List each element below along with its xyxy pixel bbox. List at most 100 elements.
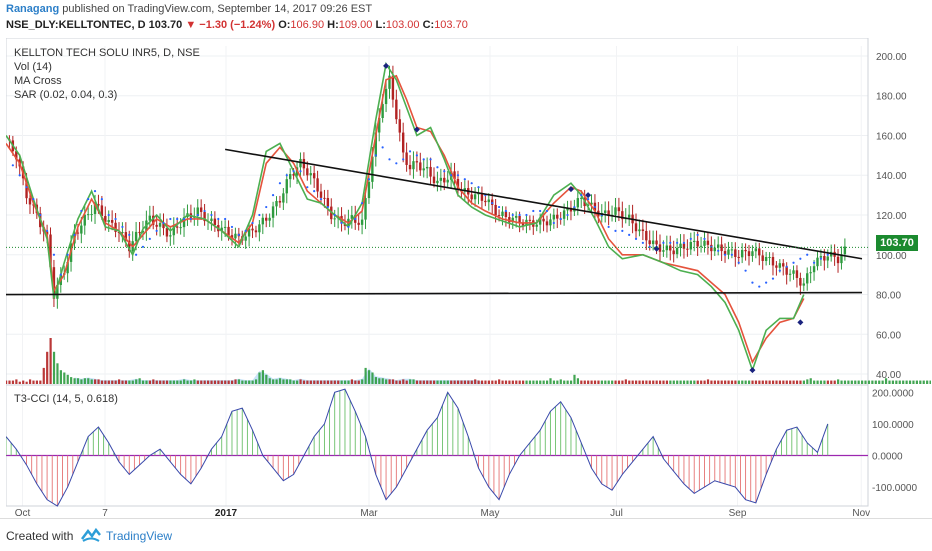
cross-marker bbox=[653, 245, 660, 252]
candle-body bbox=[169, 235, 172, 237]
candle-body bbox=[364, 198, 367, 220]
sar-dot bbox=[388, 158, 391, 161]
candle-body bbox=[535, 224, 538, 227]
candle-body bbox=[80, 225, 83, 234]
price-chart[interactable]: 200.00 180.00 160.00 140.00 120.00 100.00 80.0… bbox=[6, 38, 931, 518]
candle-body bbox=[124, 232, 128, 241]
volume-bar bbox=[275, 379, 278, 384]
candle-body bbox=[405, 152, 408, 165]
created-with-text: Created with bbox=[6, 529, 74, 543]
symbol-name: NSE_DLY:KELLTONTEC, D bbox=[6, 19, 146, 31]
volume-bar bbox=[682, 380, 686, 384]
volume-bar bbox=[840, 380, 843, 384]
volume-bar bbox=[813, 380, 816, 384]
candle-body bbox=[199, 207, 203, 212]
high-value: 109.00 bbox=[338, 19, 373, 31]
volume-bar bbox=[415, 380, 419, 384]
candle-body bbox=[669, 245, 672, 251]
candle-body bbox=[203, 211, 206, 222]
sar-dot bbox=[422, 158, 425, 161]
volume-bar bbox=[556, 380, 559, 384]
sar-dot bbox=[271, 194, 275, 197]
candle-body bbox=[90, 214, 93, 216]
candle-body bbox=[56, 285, 59, 299]
candle-body bbox=[398, 119, 401, 133]
volume-bar bbox=[617, 380, 621, 384]
sar-dot bbox=[532, 209, 535, 213]
candle-body bbox=[785, 266, 788, 275]
close-label: C: bbox=[422, 19, 435, 31]
legend-symbol: KELLTON TECH SOLU INR5, D, NSE bbox=[14, 47, 200, 59]
candle-body bbox=[268, 217, 271, 221]
volume-bar bbox=[265, 374, 268, 384]
volume-bar bbox=[843, 380, 847, 384]
volume-bar bbox=[114, 380, 117, 384]
tradingview-logo-icon[interactable] bbox=[80, 527, 102, 543]
x-tick-label: May bbox=[481, 508, 500, 518]
volume-bar bbox=[378, 378, 381, 384]
sar-dot bbox=[559, 217, 562, 221]
candle-body bbox=[545, 221, 549, 226]
candle-body bbox=[319, 191, 323, 198]
volume-bar bbox=[535, 380, 538, 384]
candle-body bbox=[384, 88, 388, 105]
volume-bar bbox=[272, 379, 275, 384]
candle-body bbox=[521, 223, 525, 226]
sar-dot bbox=[333, 213, 336, 217]
sar-dot bbox=[621, 229, 624, 233]
volume-bar bbox=[398, 380, 401, 384]
volume-bar bbox=[768, 380, 771, 384]
volume-bar bbox=[614, 380, 617, 384]
candle-body bbox=[788, 273, 792, 275]
candle-body bbox=[282, 193, 285, 203]
candle-body bbox=[360, 219, 364, 225]
sar-dot bbox=[545, 209, 549, 213]
candle-body bbox=[511, 217, 514, 223]
sar-dot bbox=[689, 237, 692, 240]
candle-body bbox=[306, 168, 309, 176]
sar-dot bbox=[354, 217, 357, 221]
candle-body bbox=[607, 210, 610, 216]
candle-body bbox=[357, 222, 360, 225]
volume-bar bbox=[241, 380, 244, 384]
candle-body bbox=[179, 227, 182, 229]
volume-bar bbox=[124, 380, 128, 384]
volume-bar bbox=[104, 380, 107, 384]
sar-dot bbox=[135, 253, 138, 256]
volume-bar bbox=[528, 380, 532, 384]
candle-body bbox=[778, 263, 782, 268]
volume-bar bbox=[320, 380, 323, 384]
volume-bar bbox=[522, 380, 525, 384]
volume-bar bbox=[480, 380, 484, 384]
volume-bar bbox=[795, 380, 799, 384]
volume-bar bbox=[22, 380, 25, 384]
sar-dot bbox=[176, 217, 179, 221]
tradingview-link[interactable]: TradingView bbox=[106, 529, 173, 543]
volume-bar bbox=[878, 380, 881, 384]
volume-bar bbox=[361, 379, 364, 384]
candle-body bbox=[110, 220, 114, 223]
volume-bar bbox=[891, 380, 895, 384]
candle-body bbox=[141, 230, 145, 233]
volume-bar bbox=[508, 380, 511, 384]
sar-dot bbox=[278, 182, 282, 185]
author-link[interactable]: Ranagang bbox=[6, 3, 60, 15]
volume-bar bbox=[213, 380, 217, 384]
volume-bar bbox=[484, 380, 487, 384]
volume-bar bbox=[381, 378, 384, 384]
candle-body bbox=[172, 226, 175, 236]
trendline bbox=[225, 148, 863, 260]
sar-dot bbox=[203, 209, 206, 213]
sar-dot bbox=[552, 221, 555, 225]
chart-frame[interactable]: 200.00 180.00 160.00 140.00 120.00 100.00 80.0… bbox=[6, 38, 931, 518]
sar-dot bbox=[210, 213, 213, 217]
candle-body bbox=[251, 228, 254, 231]
sar-dot bbox=[230, 225, 234, 229]
candle-body bbox=[254, 230, 258, 233]
volume-bar bbox=[117, 379, 121, 384]
sar-dot bbox=[395, 162, 398, 165]
sar-dot bbox=[347, 225, 350, 229]
volume-bar bbox=[604, 380, 607, 384]
volume-bar bbox=[39, 380, 42, 384]
candle-body bbox=[378, 118, 381, 133]
